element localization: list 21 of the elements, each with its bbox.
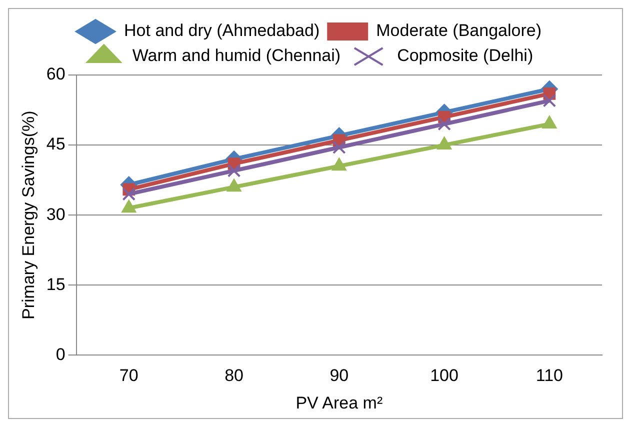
- legend-label: Moderate (Bangalore): [376, 21, 542, 40]
- legend-label: Hot and dry (Ahmedabad): [124, 21, 320, 40]
- x-tick-label: 100: [430, 366, 458, 386]
- y-tick-label: 15: [46, 274, 66, 294]
- x-tick-label: 70: [119, 366, 138, 386]
- point: [122, 187, 136, 201]
- point: [542, 94, 556, 108]
- legend-label: Warm and humid (Chennai): [132, 46, 341, 66]
- legend-label: Copmosite (Delhi): [397, 46, 534, 66]
- x-tick-label: 110: [536, 366, 563, 386]
- y-tick-label: 45: [46, 134, 66, 154]
- x-tick-label: 90: [330, 366, 349, 386]
- y-tick-label: 30: [46, 204, 66, 224]
- point: [227, 164, 241, 178]
- x-tick-label: 80: [224, 366, 244, 386]
- y-axis-title: Primary Energy Savings(%): [18, 110, 38, 320]
- x-axis-title: PV Area m²: [296, 393, 383, 412]
- point: [438, 117, 451, 131]
- y-tick-label: 60: [46, 64, 66, 84]
- point: [332, 140, 346, 154]
- y-tick-label: 0: [56, 344, 66, 364]
